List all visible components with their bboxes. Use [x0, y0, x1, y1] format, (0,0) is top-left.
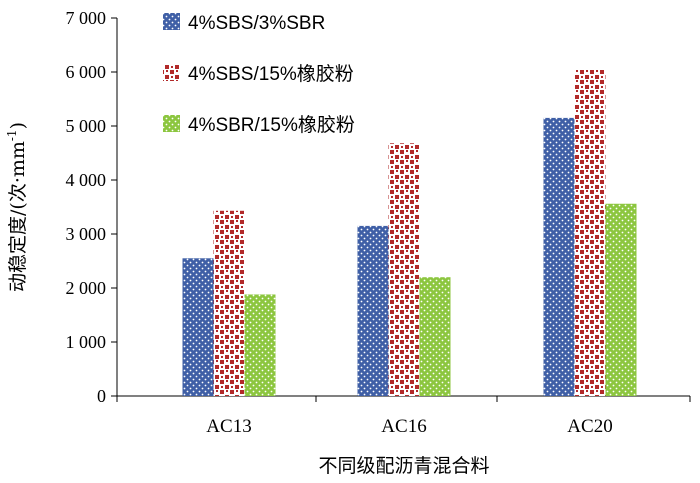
y-tick-label: 1 000	[66, 332, 107, 352]
y-axis-title-superscript: -1	[5, 129, 19, 141]
y-axis-title-main: 动稳定度/(次·mm	[7, 141, 29, 292]
x-tick-label: AC20	[567, 416, 612, 437]
y-tick-label: 2 000	[66, 278, 107, 298]
legend-swatch-1	[163, 13, 180, 30]
bar-ac16-series-1	[357, 225, 389, 396]
legend-label-3: 4%SBR/15%橡胶粉	[188, 114, 355, 136]
x-tick-label: AC13	[206, 416, 251, 437]
y-tick-label: 0	[97, 386, 106, 406]
bar-ac16-series-3	[419, 277, 451, 396]
bar-ac20-series-3	[605, 203, 637, 396]
bar-ac20-series-2	[574, 69, 606, 396]
y-tick-label: 4 000	[66, 170, 107, 190]
legend-label-1: 4%SBS/3%SBR	[188, 13, 325, 34]
legend-label-2: 4%SBS/15%橡胶粉	[188, 63, 354, 85]
bar-ac20-series-1	[543, 117, 575, 397]
x-tick-label: AC16	[381, 416, 426, 437]
bar-ac13-series-1	[182, 258, 214, 396]
y-axis-title-close: )	[7, 122, 29, 129]
legend-swatch-3	[163, 115, 180, 132]
x-axis-title: 不同级配沥青混合料	[318, 455, 489, 477]
y-axis-title: 动稳定度/(次·mm-1)	[5, 122, 29, 292]
bar-ac13-series-2	[213, 210, 245, 396]
y-tick-label: 6 000	[66, 62, 107, 82]
bar-ac16-series-2	[388, 143, 420, 396]
y-tick-label: 3 000	[66, 224, 107, 244]
legend-swatch-2	[163, 64, 180, 81]
bar-ac13-series-3	[244, 294, 276, 396]
y-tick-label: 5 000	[66, 116, 107, 136]
legend: 4%SBS/3%SBR 4%SBS/15%橡胶粉 4%SBR/15%橡胶粉	[163, 13, 355, 136]
y-tick-label: 7 000	[66, 8, 107, 28]
